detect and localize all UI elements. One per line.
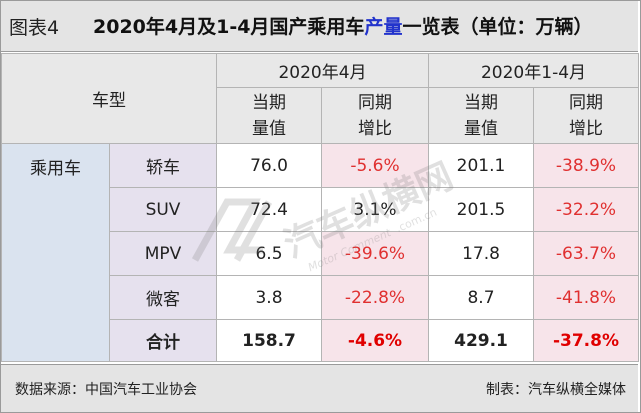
ytd-yoy: -63.7% <box>533 231 639 276</box>
table-header-bar: 图表4 2020年4月及1-4月国产乘用车产量一览表（单位：万辆） <box>1 1 638 52</box>
corner-label-cell: 车型 <box>1 53 217 144</box>
table-row: SUV 72.4 3.1% 201.5 -32.2% <box>2 187 639 232</box>
total-row: 合计 158.7 -4.6% 429.1 -37.8% <box>2 319 639 362</box>
data-source: 数据来源：中国汽车工业协会 <box>15 382 197 398</box>
group-header-april: 2020年4月 <box>216 53 429 88</box>
sub-header-line2: 增比 <box>569 118 603 139</box>
sub-header-line1: 同期 <box>569 92 603 113</box>
category-cell: 乘用车 <box>1 143 110 362</box>
sub-header-ytd-yoy: 同期 增比 <box>533 87 639 144</box>
ytd-value: 17.8 <box>428 231 534 276</box>
apr-yoy: -22.8% <box>321 275 429 320</box>
total-apr-yoy: -4.6% <box>321 319 429 362</box>
sub-header-line1: 当期 <box>252 92 286 113</box>
ytd-yoy: -32.2% <box>533 187 639 232</box>
row-type: SUV <box>109 187 217 232</box>
apr-value: 6.5 <box>216 231 322 276</box>
sub-header-ytd-value: 当期 量值 <box>428 87 534 144</box>
production-table: 车型 2020年4月 2020年1-4月 当期量值 同期增比 当期量值 同期增比… <box>1 53 639 362</box>
apr-value: 72.4 <box>216 187 322 232</box>
table-footer: 数据来源：中国汽车工业协会 制表：汽车纵横全媒体 <box>1 364 638 412</box>
group-header-ytd: 2020年1-4月 <box>428 53 639 88</box>
sub-header-line2: 增比 <box>358 118 392 139</box>
sub-header-line2: 量值 <box>464 118 498 139</box>
table-maker: 制表：汽车纵横全媒体 <box>486 382 626 398</box>
ytd-value: 8.7 <box>428 275 534 320</box>
title-highlight: 产量 <box>364 16 403 38</box>
total-ytd-yoy: -37.8% <box>533 319 639 362</box>
sub-header-line2: 量值 <box>252 118 286 139</box>
sub-header-apr-yoy: 同期 增比 <box>321 87 429 144</box>
row-type: MPV <box>109 231 217 276</box>
corner-label: 车型 <box>92 91 126 111</box>
table-row: 乘用车 轿车 76.0 -5.6% 201.1 -38.9% <box>1 143 639 362</box>
title-part1: 2020年4月及1-4月国产乘用车 <box>93 16 365 38</box>
apr-yoy: 3.1% <box>321 187 429 232</box>
sub-header-line1: 同期 <box>358 92 392 113</box>
total-apr-value: 158.7 <box>216 319 322 362</box>
figure-label: 图表4 <box>9 17 60 39</box>
ytd-yoy: -41.8% <box>533 275 639 320</box>
total-label: 合计 <box>109 319 217 362</box>
table-row: MPV 6.5 -39.6% 17.8 -63.7% <box>2 231 639 276</box>
apr-value: 3.8 <box>216 275 322 320</box>
table-row: 微客 3.8 -22.8% 8.7 -41.8% <box>2 275 639 320</box>
title-part2: 一览表（单位：万辆） <box>402 16 593 38</box>
sub-header-apr-value: 当期 量值 <box>216 87 322 144</box>
row-type: 轿车 <box>109 143 217 188</box>
apr-yoy: -5.6% <box>321 143 429 188</box>
row-type: 微客 <box>109 275 217 320</box>
ytd-value: 201.1 <box>428 143 534 188</box>
sub-header-line1: 当期 <box>464 92 498 113</box>
ytd-yoy: -38.9% <box>533 143 639 188</box>
table-title: 2020年4月及1-4月国产乘用车产量一览表（单位：万辆） <box>93 12 592 39</box>
total-ytd-value: 429.1 <box>428 319 534 362</box>
apr-yoy: -39.6% <box>321 231 429 276</box>
apr-value: 76.0 <box>216 143 322 188</box>
ytd-value: 201.5 <box>428 187 534 232</box>
